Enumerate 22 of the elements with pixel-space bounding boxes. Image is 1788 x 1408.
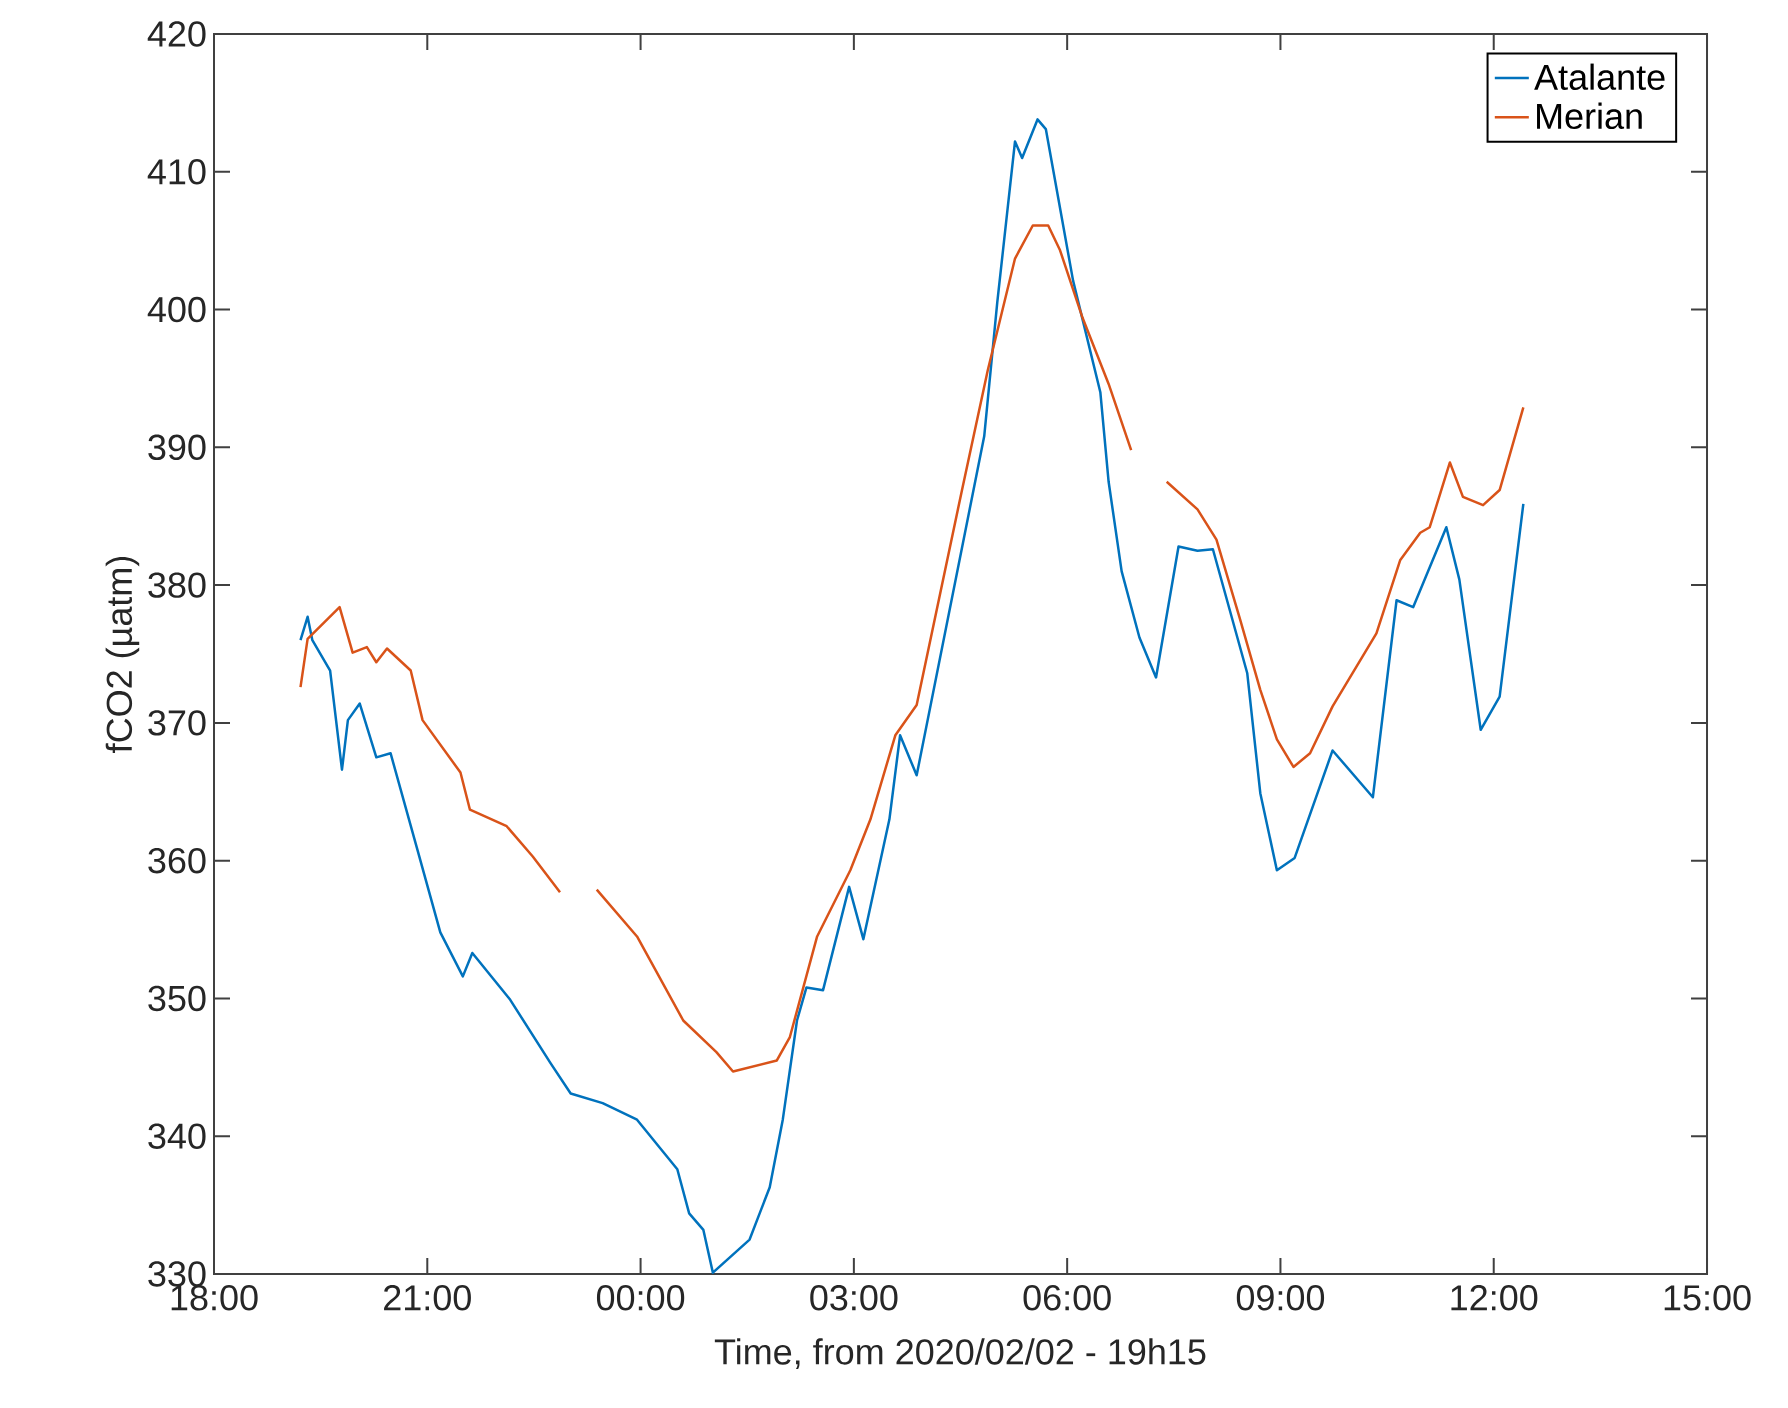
legend-label: Atalante [1534, 63, 1665, 91]
x-tick-label: 15:00 [1664, 1285, 1751, 1311]
y-tick-label: 390 [148, 434, 206, 461]
legend-label: Merian [1537, 102, 1642, 130]
y-tick-label: 350 [148, 985, 206, 1012]
x-tick-label: 21:00 [384, 1285, 471, 1311]
y-axis-title: fCO2 (µatm) [105, 556, 140, 753]
x-axis-title: Time, from 2020/02/02 - 19h15 [714, 1338, 1206, 1369]
y-tick-label: 360 [148, 847, 206, 874]
y-tick-label: 370 [148, 710, 206, 736]
x-tick-label: 06:00 [1023, 1285, 1111, 1311]
x-tick-label: 00:00 [596, 1285, 685, 1311]
y-tick-label: 380 [148, 572, 206, 598]
y-tick-label: 410 [147, 159, 206, 185]
x-tick-label: 03:00 [810, 1285, 898, 1311]
y-tick-label: 420 [147, 21, 206, 47]
x-tick-label: 09:00 [1236, 1285, 1325, 1311]
y-tick-label: 340 [148, 1123, 206, 1149]
y-tick-label: 330 [148, 1261, 206, 1287]
x-tick-label: 12:00 [1451, 1285, 1538, 1311]
y-tick-label: 400 [147, 296, 206, 323]
x-tick-label: 18:00 [171, 1285, 258, 1311]
